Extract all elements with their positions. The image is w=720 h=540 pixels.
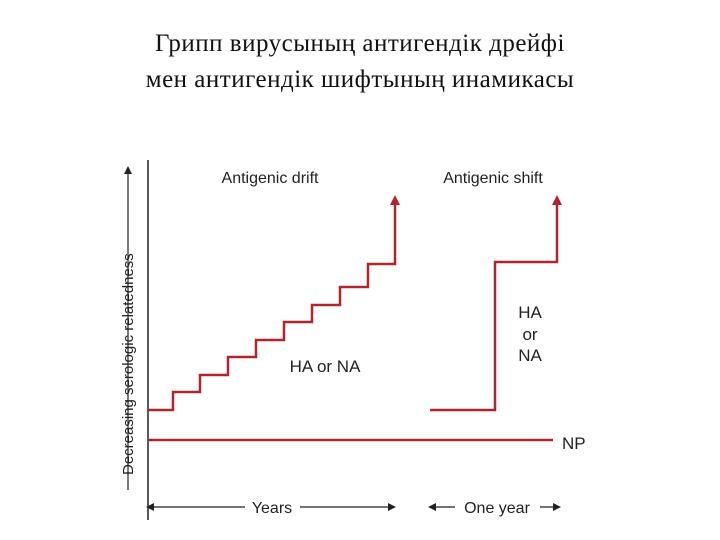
title-line: мен антигендік шифтының инамикасы [145, 66, 575, 93]
label: HA or NA [290, 357, 362, 376]
label: NP [562, 434, 586, 453]
label: HA [518, 303, 542, 322]
drift-staircase [148, 195, 400, 412]
label: One year [464, 500, 530, 517]
title-line: Грипп вирусының антигендік дрейфі [155, 30, 565, 57]
label: NA [518, 346, 542, 365]
y-axis-label: Decreasing serologic relatedness [120, 253, 137, 475]
label: Years [252, 500, 292, 517]
label: Antigenic shift [443, 170, 543, 187]
label: or [522, 325, 537, 344]
shift-line [430, 195, 562, 412]
label: Antigenic drift [222, 170, 319, 187]
